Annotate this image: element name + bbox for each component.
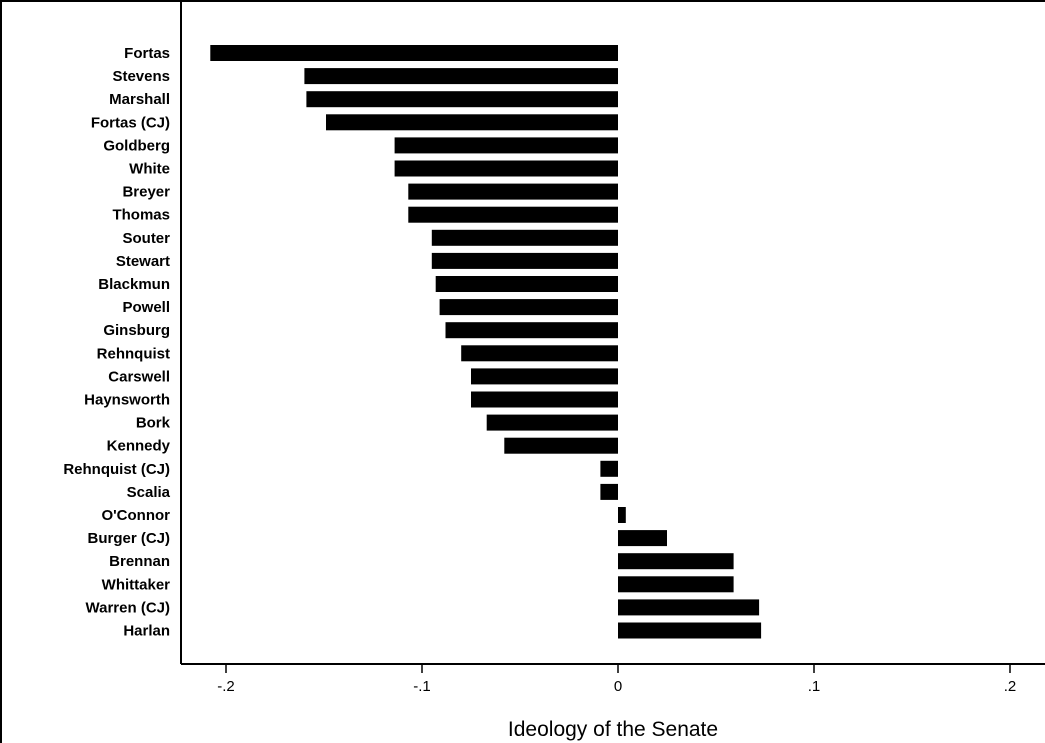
category-label: Bork: [136, 415, 171, 432]
bar: [486, 414, 618, 431]
category-label: White: [129, 161, 170, 178]
bar: [618, 576, 734, 593]
category-labels-group: Fortas Stevens Marshall Fortas (CJ) Goldberg…: [63, 45, 170, 640]
category-label: Kennedy: [107, 438, 171, 455]
bar: [504, 437, 618, 454]
x-tick-label: .2: [1004, 678, 1017, 695]
bar: [431, 252, 618, 269]
category-label: Fortas: [124, 45, 170, 62]
category-label: Blackmun: [98, 276, 170, 293]
bar: [618, 530, 667, 547]
bar: [435, 276, 618, 292]
category-label: Goldberg: [103, 137, 170, 154]
bar: [439, 299, 618, 316]
category-label: Haynsworth: [84, 392, 170, 409]
bar: [618, 507, 626, 523]
category-label: O'Connor: [101, 507, 170, 524]
bar: [304, 68, 618, 85]
bar: [210, 45, 619, 61]
x-axis-title: Ideology of the Senate: [508, 718, 718, 741]
category-label: Carswell: [108, 368, 170, 385]
x-ticks-group: -.2 -.1 0 .1 .2: [217, 664, 1016, 695]
category-label: Stewart: [116, 253, 170, 270]
category-label: Warren (CJ): [86, 599, 170, 616]
bar: [600, 460, 618, 477]
bar: [600, 483, 618, 500]
bar: [618, 599, 760, 616]
bar: [394, 160, 618, 177]
category-label: Breyer: [122, 184, 170, 201]
bar: [445, 322, 618, 339]
bar: [618, 553, 734, 570]
x-tick-label: -.2: [217, 678, 235, 695]
bar: [461, 345, 618, 362]
bar: [471, 391, 618, 408]
category-label: Harlan: [123, 623, 170, 640]
category-label: Marshall: [109, 91, 170, 108]
x-tick-label: .1: [808, 678, 821, 695]
x-tick-label: -.1: [413, 678, 431, 695]
category-label: Brennan: [109, 553, 170, 570]
category-label: Whittaker: [102, 576, 171, 593]
bar: [471, 368, 618, 385]
bar: [408, 206, 618, 223]
category-label: Ginsburg: [103, 322, 170, 339]
category-label: Burger (CJ): [87, 530, 170, 547]
bar: [431, 229, 618, 246]
category-label: Souter: [122, 230, 170, 247]
category-label: Thomas: [112, 207, 170, 224]
bars-group: [210, 45, 762, 639]
category-label: Stevens: [112, 68, 170, 85]
category-label: Rehnquist: [97, 345, 170, 362]
category-label: Fortas (CJ): [91, 114, 170, 131]
bar: [326, 114, 618, 131]
bar: [618, 622, 762, 639]
bar: [408, 183, 618, 200]
category-label: Scalia: [127, 484, 171, 501]
bar: [306, 91, 618, 108]
category-label: Powell: [122, 299, 170, 316]
x-tick-label: 0: [614, 678, 622, 695]
category-label: Rehnquist (CJ): [63, 461, 170, 478]
bar: [394, 137, 618, 154]
